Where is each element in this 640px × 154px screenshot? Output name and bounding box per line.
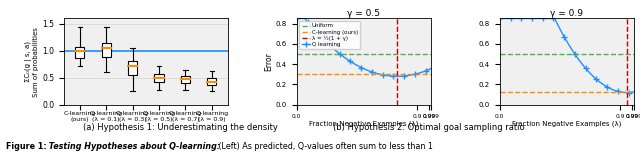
Bar (207, 78, 216, 85)
Y-axis label: ΣC₀(g | s, a)
Sum of probabilities: ΣC₀(g | s, a) Sum of probabilities (26, 27, 40, 97)
Q learning (365, 70, 373, 72)
Text: (a) Hypothesis 1: Underestimating the density: (a) Hypothesis 1: Underestimating the de… (83, 123, 278, 132)
Y-axis label: Error: Error (264, 52, 273, 71)
X-axis label: Fraction Negative Examples (λ): Fraction Negative Examples (λ) (309, 121, 419, 127)
Bar (128, 61, 137, 75)
Text: Figure 1:: Figure 1: (6, 142, 47, 151)
Text: (Left) As predicted, Q-values often sum to less than 1: (Left) As predicted, Q-values often sum … (216, 142, 433, 151)
Bar (102, 43, 111, 57)
Q learning (403, 75, 411, 77)
Legend: Uniform, C-learning (ours), λ = ½(1 + γ), Q learning: Uniform, C-learning (ours), λ = ½(1 + γ)… (300, 21, 360, 49)
Q learning (427, 68, 435, 70)
Bar (76, 47, 84, 58)
Q learning (372, 73, 380, 74)
Bar (181, 76, 190, 83)
Line: Q learning: Q learning (294, 16, 433, 79)
Q learning (424, 69, 431, 71)
Title: γ = 0.9: γ = 0.9 (550, 9, 583, 18)
Q learning (357, 67, 365, 68)
Text: Testing Hypotheses about Q-learning:: Testing Hypotheses about Q-learning: (46, 142, 220, 151)
Bar (154, 74, 164, 82)
Text: (b) Hypothesis 2: Optimal goal sampling ratio: (b) Hypothesis 2: Optimal goal sampling … (333, 123, 524, 132)
Title: γ = 0.5: γ = 0.5 (347, 9, 380, 18)
X-axis label: Fraction Negative Examples (λ): Fraction Negative Examples (λ) (512, 121, 621, 127)
Q learning (293, 18, 301, 19)
Q learning (394, 75, 401, 77)
Q learning (356, 66, 364, 68)
